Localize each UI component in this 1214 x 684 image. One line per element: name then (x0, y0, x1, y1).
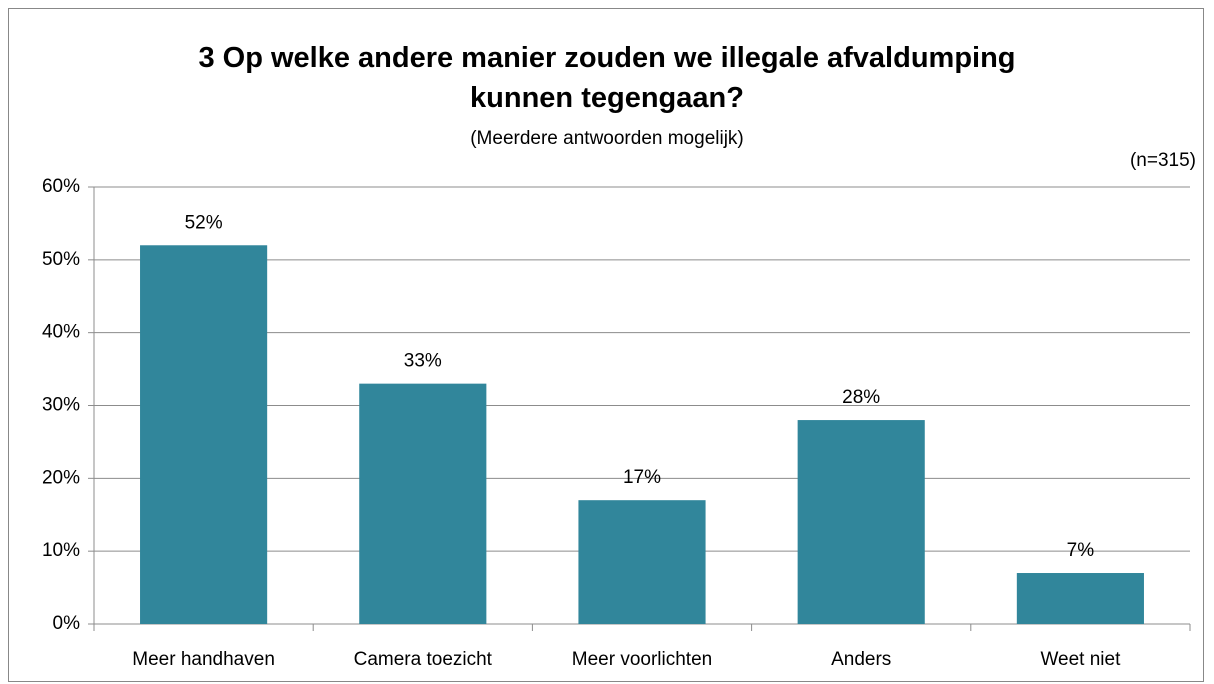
data-label: 33% (404, 351, 442, 372)
bar (578, 500, 706, 624)
data-label: 7% (1067, 540, 1095, 561)
x-tick-label: Anders (831, 649, 891, 670)
y-tick-label: 40% (42, 322, 80, 343)
y-tick-label: 0% (53, 613, 81, 634)
y-tick-label: 30% (42, 395, 80, 416)
bar (797, 420, 925, 624)
bar (359, 383, 487, 624)
chart-subtitle: (Meerdere antwoorden mogelijk) (470, 128, 744, 149)
x-tick-label: Meer voorlichten (572, 649, 712, 670)
data-label: 17% (623, 467, 661, 488)
data-label: 28% (842, 387, 880, 408)
bar (1016, 573, 1144, 624)
y-tick-label: 60% (42, 176, 80, 197)
y-tick-label: 50% (42, 249, 80, 270)
y-tick-label: 20% (42, 467, 80, 488)
x-tick-label: Camera toezicht (354, 649, 493, 670)
y-tick-label: 10% (42, 540, 80, 561)
x-tick-label: Meer handhaven (132, 649, 275, 670)
chart-title: 3 Op welke andere manier zouden we illeg… (198, 42, 1016, 114)
chart-frame (8, 8, 1204, 682)
sample-size: (n=315) (1130, 150, 1196, 171)
bar (140, 245, 268, 624)
x-tick-label: Weet niet (1040, 649, 1121, 670)
data-label: 52% (185, 212, 223, 233)
